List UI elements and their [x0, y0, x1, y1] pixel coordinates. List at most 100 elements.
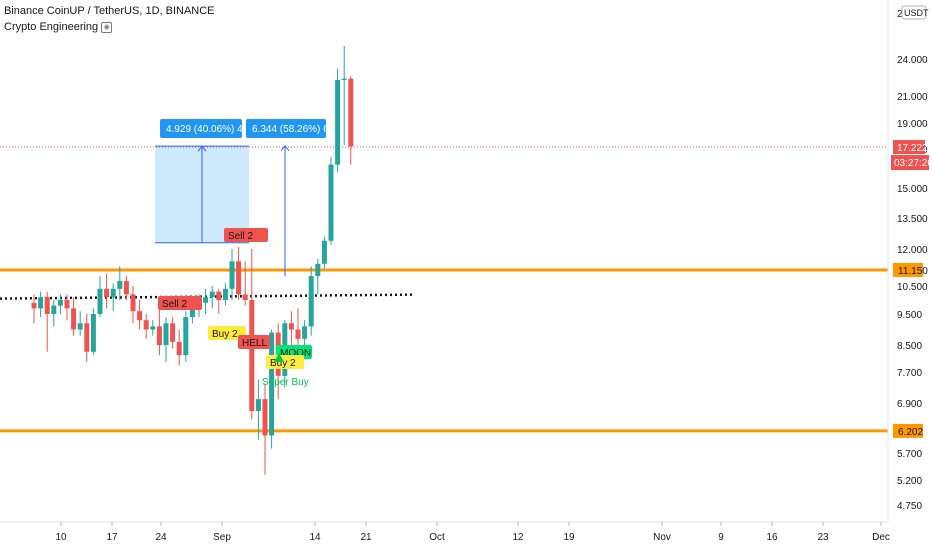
time-axis[interactable]: 10 17 24 Sep 14 21 Oct 12 19 Nov 9 16 23 Dec [0, 521, 890, 543]
currency-label: USDT [904, 8, 929, 18]
candle-body [97, 288, 103, 314]
candle-body [288, 323, 294, 330]
time-tick-label: Dec [872, 532, 890, 543]
time-tick-label: Nov [653, 532, 671, 543]
price-axis[interactable]: 24.00021.00019.00017.00015.00013.50012.0… [887, 0, 929, 522]
candle-body [335, 79, 341, 165]
price-tick-label: 15.000 [897, 184, 928, 195]
candle-body [104, 288, 110, 298]
time-tick-label: 19 [563, 532, 575, 543]
measure-label: 6.344 (58.26%) 6344 [252, 124, 346, 135]
measure-arrow-head [280, 144, 290, 152]
candles [31, 46, 354, 475]
time-tick-label: 16 [766, 532, 778, 543]
candle-body [84, 323, 90, 352]
candle-body [269, 332, 275, 436]
time-tick-label: 10 [55, 532, 67, 543]
candle-body [295, 329, 301, 339]
signal-label: Buy 2 [270, 358, 296, 369]
candle-body [328, 164, 334, 241]
time-tick-label: 9 [718, 532, 724, 543]
candle-body [255, 399, 261, 411]
dotted-trend-line [0, 293, 416, 300]
measure-label: 4.929 (40.06%) 4929 [166, 124, 260, 135]
price-tick-label: 24.000 [897, 55, 928, 66]
candle-body [321, 240, 327, 264]
signal-label: Super Buy [262, 377, 309, 388]
candle-body [163, 323, 169, 345]
candle-body [57, 300, 63, 306]
candle-body [216, 291, 222, 300]
chart-title: Binance CoinUP / TetherUS, 1D, BINANCE [4, 5, 215, 17]
countdown-badge [891, 155, 929, 171]
candle-body [209, 291, 215, 298]
time-tick-label: 14 [309, 532, 321, 543]
price-tick-label: 5.200 [897, 476, 922, 487]
candle-body [130, 294, 136, 312]
price-tick-label: 4.750 [897, 501, 922, 512]
signal-label: Sell 2 [162, 299, 187, 310]
price-badges: 11.150 6.202 17.222 03:27:20 [891, 140, 932, 438]
measure-label-box [160, 119, 242, 138]
signal-box [238, 335, 270, 349]
signal-box [224, 228, 268, 242]
candle-body [143, 320, 149, 330]
horizontal-levels [0, 146, 888, 433]
time-tick-label: Oct [429, 532, 445, 543]
candle-body [315, 263, 321, 277]
measure-label-box [246, 119, 326, 138]
candle-body [229, 261, 235, 289]
candle-body [341, 78, 347, 80]
signal-label: Buy 2 [212, 329, 238, 340]
price-tick-label: 9.500 [897, 310, 922, 321]
candle-body [183, 317, 189, 356]
candle-body [137, 311, 143, 321]
signal-box [266, 355, 304, 369]
price-tick-label: 10.500 [897, 282, 928, 293]
candle-body [38, 297, 44, 309]
signal-label: Sell 2 [228, 231, 253, 242]
candle-body [222, 288, 228, 300]
candle-body [71, 308, 77, 330]
time-tick-label: 12 [512, 532, 524, 543]
visibility-icon[interactable]: ◉ [101, 21, 113, 33]
level-badge [893, 262, 923, 277]
signal-box [158, 296, 202, 310]
candle-body [51, 305, 57, 314]
candle-body [348, 78, 354, 147]
candle-body [156, 326, 162, 345]
indicator-legend[interactable]: Crypto Engineering ◉ [4, 21, 113, 33]
last-price-badge [893, 140, 925, 155]
candle-body [203, 297, 209, 303]
price-tick-label: 2 [897, 9, 903, 20]
measure-arrow-head [197, 145, 207, 152]
price-tick-label: 19.000 [897, 119, 928, 130]
price-tick-label: 7.700 [897, 368, 922, 379]
price-tick-label: 5.700 [897, 449, 922, 460]
candle-body [242, 294, 248, 300]
candle-body [110, 288, 116, 298]
level-badge [893, 423, 923, 438]
candle-body [308, 276, 314, 327]
candle-body [150, 326, 156, 330]
time-tick-label: 23 [817, 532, 829, 543]
level-badge-label: 6.202 [898, 427, 923, 438]
signal-label: HELL [242, 338, 267, 349]
time-tick-label: 17 [106, 532, 118, 543]
candle-body [64, 300, 70, 309]
candle-body [176, 341, 182, 356]
candle-body [262, 399, 268, 436]
candle-body [236, 261, 242, 295]
last-price-label: 17.222 [897, 143, 928, 154]
candle-body [170, 323, 176, 342]
time-tick-label: Sep [213, 532, 231, 543]
signal-label: MOON [280, 348, 311, 359]
price-tick-label: 6.900 [897, 399, 922, 410]
signal-box [208, 326, 246, 340]
currency-box [901, 5, 927, 20]
candle-body [117, 281, 123, 289]
